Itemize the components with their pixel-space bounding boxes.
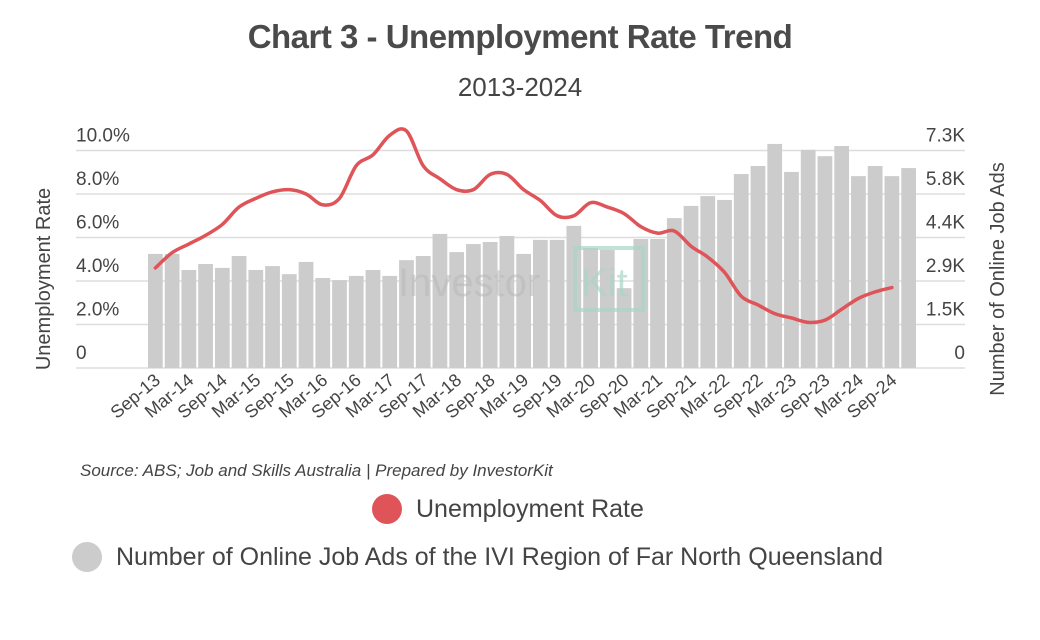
job-ads-bar (164, 253, 180, 368)
job-ads-bar (415, 255, 431, 368)
legend-item-job-ads[interactable]: Number of Online Job Ads of the IVI Regi… (72, 542, 883, 572)
job-ads-bar (348, 275, 364, 368)
right-tick-label: 0 (954, 343, 965, 364)
job-ads-bar (683, 205, 699, 368)
job-ads-bar (382, 275, 398, 368)
job-ads-bar (466, 244, 481, 368)
combo-chart: Investor Kit 0 2.0% 4.0% 6.0% 8.0% 10.0% 0 1.5K… (33, 126, 1009, 423)
job-ads-bar (265, 266, 280, 368)
unemployment-line (153, 127, 894, 325)
job-ads-bar (733, 174, 749, 368)
svg-text:Investor: Investor (398, 261, 540, 305)
job-ads-bar (650, 238, 665, 368)
watermark: Investor Kit (398, 246, 645, 312)
job-ads-bar (449, 252, 465, 368)
job-ads-bar (231, 255, 247, 368)
job-ads-bar (784, 171, 799, 368)
legend-label: Unemployment Rate (416, 494, 644, 523)
job-ads-bar (717, 199, 732, 368)
job-ads-bar (884, 176, 900, 368)
right-tick-label: 4.4K (926, 213, 965, 234)
job-ads-bar (834, 146, 850, 368)
right-axis-title: Number of Online Job Ads (987, 162, 1009, 395)
job-ads-bar (365, 269, 381, 368)
right-axis-ticks: 0 1.5K 2.9K 4.4K 5.8K 7.3K (926, 126, 965, 365)
job-ads-bar (148, 253, 163, 368)
job-ads-bar (214, 267, 230, 368)
left-tick-label: 4.0% (76, 256, 119, 277)
job-ads-bar (817, 156, 833, 368)
job-ads-bar (181, 269, 197, 368)
svg-text:Kit: Kit (581, 261, 628, 305)
job-ads-bar (549, 239, 565, 368)
right-tick-label: 7.3K (926, 126, 965, 147)
legend-label: Number of Online Job Ads of the IVI Regi… (116, 542, 884, 571)
source-note: Source: ABS; Job and Skills Australia | … (80, 461, 553, 480)
job-ads-bar (867, 165, 883, 368)
left-axis-title: Unemployment Rate (33, 188, 55, 370)
legend-item-unemployment[interactable]: Unemployment Rate (372, 494, 644, 524)
job-ads-bar (666, 218, 682, 368)
left-tick-label: 8.0% (76, 169, 119, 190)
job-ads-bar (633, 238, 649, 368)
job-ads-bar (851, 176, 866, 368)
job-ads-bars (148, 143, 916, 368)
left-axis-ticks: 0 2.0% 4.0% 6.0% 8.0% 10.0% (76, 126, 130, 365)
job-ads-bar (332, 280, 347, 368)
left-tick-label: 0 (76, 343, 87, 364)
right-tick-label: 5.8K (926, 169, 965, 190)
job-ads-bar (583, 247, 598, 368)
right-tick-label: 2.9K (926, 256, 965, 277)
job-ads-bar (700, 196, 716, 368)
left-tick-label: 6.0% (76, 213, 119, 234)
job-ads-bar (750, 165, 766, 368)
job-ads-bar (482, 241, 498, 368)
job-ads-bar (499, 236, 515, 368)
grey-dot-icon (72, 542, 102, 572)
job-ads-bar (767, 143, 783, 368)
job-ads-bar (533, 239, 548, 368)
job-ads-bar (800, 149, 816, 368)
right-tick-label: 1.5K (926, 300, 965, 321)
job-ads-bar (315, 278, 331, 368)
left-tick-label: 2.0% (76, 300, 119, 321)
job-ads-bar (516, 253, 531, 368)
job-ads-bar (281, 274, 297, 368)
x-axis-labels: Sep-13Mar-14Sep-14Mar-15Sep-15Mar-16Sep-… (107, 370, 901, 423)
red-dot-icon (372, 494, 402, 524)
chart-title: Chart 3 - Unemployment Rate Trend (247, 18, 793, 55)
job-ads-bar (901, 168, 916, 368)
job-ads-bar (399, 260, 414, 368)
job-ads-bar (248, 269, 264, 368)
job-ads-bar (298, 261, 314, 368)
left-tick-label: 10.0% (76, 126, 130, 147)
chart-subtitle: 2013-2024 (457, 72, 583, 102)
job-ads-bar (198, 264, 213, 368)
job-ads-bar (432, 233, 448, 368)
